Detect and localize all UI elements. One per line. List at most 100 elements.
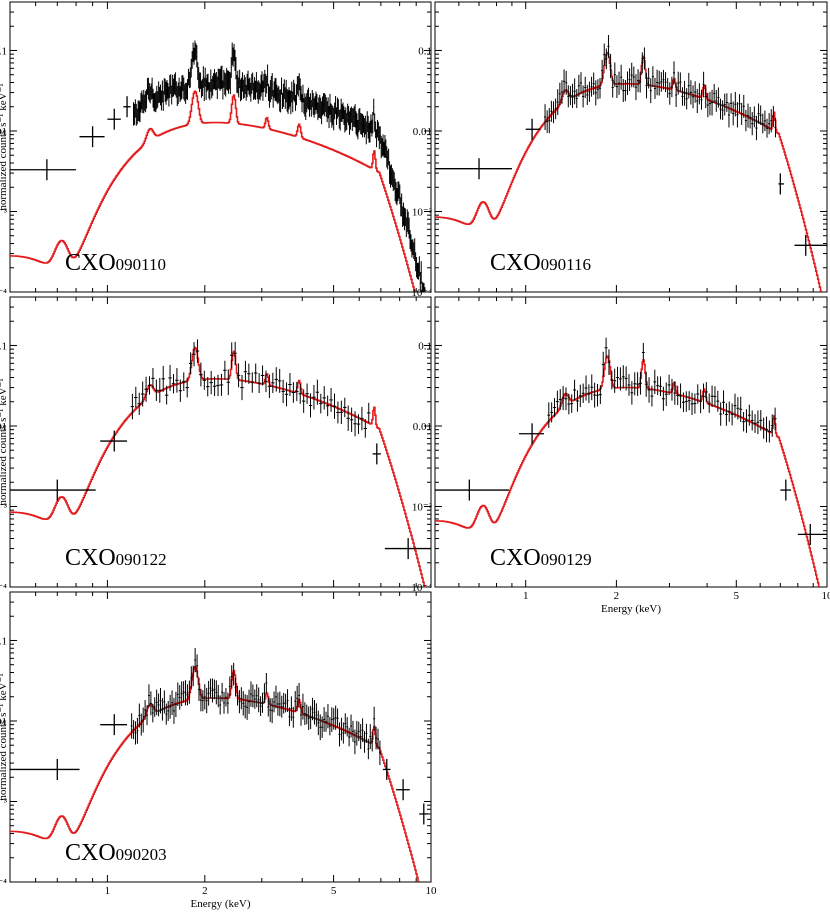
data-bin: [217, 684, 220, 708]
data-bin: [179, 86, 181, 103]
data-bin: [676, 385, 680, 406]
data-bin: [626, 71, 629, 95]
data-bin: [202, 66, 204, 88]
data-bin: [380, 135, 382, 159]
data-bin: [281, 77, 283, 95]
data-bin: [308, 87, 310, 110]
data-bin: [346, 112, 348, 130]
data-bin: [353, 411, 357, 437]
data-point: [797, 523, 827, 545]
data-bin: [621, 365, 625, 389]
data-bin: [132, 720, 135, 740]
data-bin: [249, 77, 251, 97]
data-bin: [137, 392, 141, 415]
data-bin: [260, 365, 265, 386]
data-bin: [668, 82, 671, 105]
data-bin: [312, 384, 316, 410]
data-bin: [175, 81, 177, 98]
data-bin: [130, 393, 135, 420]
data-bin: [242, 691, 245, 716]
data-bin: [409, 230, 411, 250]
data-bin: [224, 72, 226, 95]
data-bin: [353, 106, 355, 127]
data-bin: [384, 135, 386, 158]
data-bin: [228, 676, 231, 697]
data-bin: [271, 698, 274, 724]
data-bin: [227, 70, 229, 91]
data-bin: [350, 714, 353, 738]
data-bin: [403, 207, 405, 231]
data-bin: [288, 87, 290, 110]
data-bin: [378, 740, 381, 766]
data-bin: [373, 706, 376, 731]
data-bin: [199, 72, 201, 92]
data-bin: [344, 109, 346, 133]
data-bin: [136, 108, 138, 125]
data-bin: [200, 72, 202, 90]
data-bin: [673, 381, 677, 405]
data-bin: [145, 91, 147, 113]
data-bin: [367, 402, 371, 424]
data-bin: [161, 80, 163, 103]
panel-CXO090129: 0.1 0.01 10⁻³ 10⁻⁴ 1 2 5 10 Energy (keV) CXO09012…: [411, 296, 830, 615]
data-bin: [730, 93, 733, 114]
data-bin: [184, 680, 187, 706]
data-bin: [736, 397, 740, 420]
data-bin: [169, 694, 172, 719]
data-bin: [774, 117, 777, 138]
data-bin: [573, 78, 576, 105]
data-bin: [345, 107, 347, 131]
data-bin: [349, 108, 351, 130]
data-bin: [192, 342, 196, 367]
y-tick-label: 10⁻⁴: [411, 582, 432, 594]
data-bin: [376, 119, 378, 138]
y-tick-label: 0.1: [0, 635, 7, 647]
data-bin: [767, 420, 771, 443]
data-point: [419, 803, 429, 825]
data-bin: [334, 102, 336, 120]
data-bin: [725, 93, 728, 112]
data-bin: [278, 86, 280, 103]
data-bin: [221, 682, 224, 702]
data-bin: [232, 47, 234, 67]
data-bin: [356, 414, 361, 434]
data-bin: [285, 79, 287, 103]
data-bin: [287, 90, 289, 114]
data-bin: [390, 164, 392, 185]
data-bin: [357, 721, 360, 742]
data-bin: [283, 79, 285, 99]
data-bin: [225, 73, 227, 97]
data-bin: [134, 386, 138, 409]
data-bin: [222, 80, 224, 100]
data-bin: [206, 74, 208, 92]
panel-label-prefix: CXO: [65, 840, 116, 866]
data-bin: [263, 73, 265, 93]
data-bin: [138, 703, 141, 728]
data-bin: [368, 123, 370, 143]
panel-CXO090110: 0.1 0.01 10⁻³ 10⁻⁴ normalized counts s⁻¹ keV…: [0, 1, 432, 315]
data-bin: [644, 371, 648, 397]
panel-CXO090122: 0.1 0.01 10⁻³ 10⁻⁴ normalized counts s⁻¹ keV…: [0, 296, 432, 594]
data-point: [10, 479, 96, 501]
data-bin: [266, 75, 268, 94]
data-bin: [143, 90, 145, 114]
data-bin: [391, 168, 393, 187]
data-bin: [365, 121, 367, 145]
data-bin: [656, 69, 659, 96]
data-bin: [610, 370, 614, 390]
data-bin: [366, 111, 368, 133]
data-bin: [250, 82, 252, 102]
data-bin: [197, 62, 199, 81]
data-bin: [425, 296, 426, 315]
data-bin: [649, 78, 652, 104]
plot-frame: [434, 1, 828, 293]
data-bin: [257, 687, 260, 713]
data-bin: [354, 104, 356, 128]
data-bin: [147, 684, 150, 707]
data-point: [100, 714, 128, 736]
data-bin: [679, 72, 682, 92]
data-bin: [332, 105, 334, 126]
data-bin: [236, 685, 239, 706]
data-bin: [294, 83, 296, 102]
